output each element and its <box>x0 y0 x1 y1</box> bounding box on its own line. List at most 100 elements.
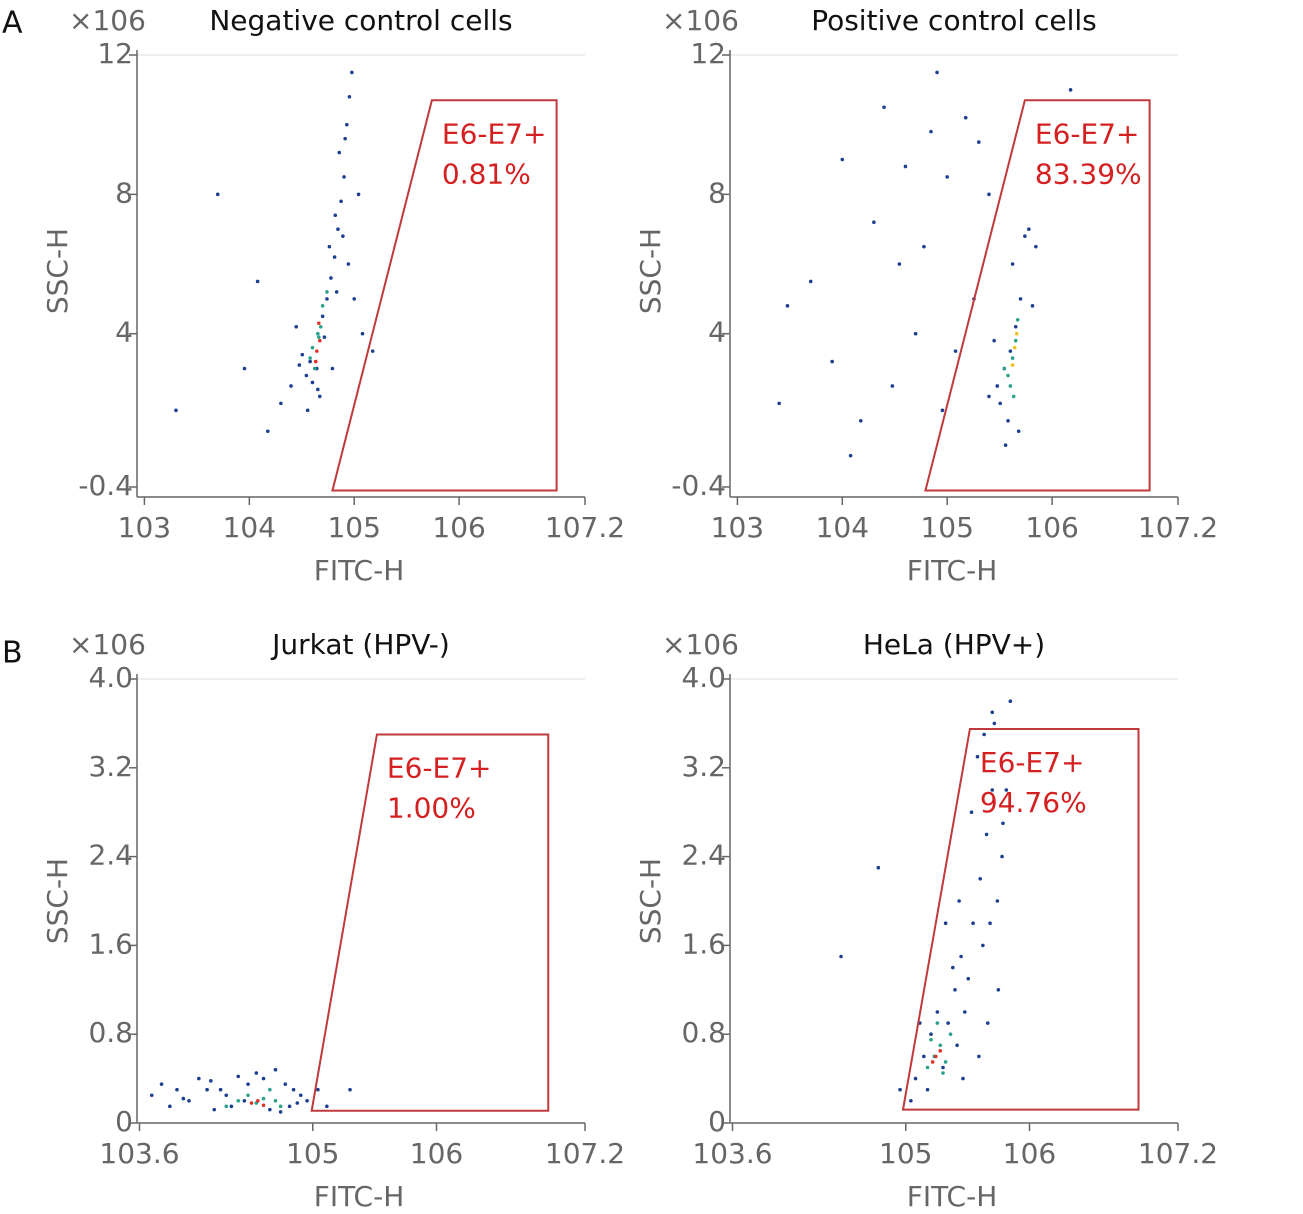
cell-dot <box>249 1101 254 1105</box>
cell-dot <box>316 387 320 392</box>
x-axis-label: FITC-H <box>314 554 405 587</box>
cell-dot <box>995 384 1000 388</box>
cell-dot <box>246 1082 250 1086</box>
cell-dot <box>922 1054 926 1059</box>
cell-dot <box>1027 227 1031 231</box>
cell-dot <box>1008 349 1013 353</box>
x-tick-label: 103 <box>711 511 764 544</box>
x-tick-label: 105 <box>879 1137 932 1170</box>
cell-dot <box>984 832 989 837</box>
y-tick-label: 1.6 <box>681 927 726 960</box>
cell-dot <box>343 136 347 141</box>
cell-dot <box>903 164 908 169</box>
cell-dot <box>934 1054 938 1059</box>
cell-dot <box>325 297 329 301</box>
cell-dot <box>345 122 349 127</box>
cell-dot <box>969 810 974 814</box>
cell-dot <box>1016 429 1021 434</box>
cell-dot <box>181 1096 186 1101</box>
panel-label: A <box>2 6 23 41</box>
x-tick-label: 106 <box>1003 1137 1056 1170</box>
cell-dot <box>268 1107 272 1112</box>
x-tick-label: 107.2 <box>1138 1137 1218 1170</box>
cell-dot <box>236 1099 241 1103</box>
cell-dot <box>935 1010 940 1014</box>
chart-title: Jurkat (HPV-) <box>270 628 450 661</box>
cell-dot <box>977 1054 981 1059</box>
cell-dot <box>953 349 958 353</box>
cell-dot <box>246 1093 250 1098</box>
gate-annotation: E6-E7+ <box>442 117 547 150</box>
cell-dot <box>320 304 325 308</box>
cell-dot <box>310 380 315 385</box>
cell-dot <box>254 1071 259 1075</box>
cell-dot <box>1013 338 1018 343</box>
cell-dot <box>197 1076 201 1081</box>
y-tick-label: 0 <box>708 1105 726 1138</box>
cell-dot <box>953 988 957 992</box>
x-tick-label: 105 <box>920 511 973 544</box>
cell-dot <box>317 335 321 339</box>
cell-dot <box>1034 244 1038 249</box>
cell-dot <box>990 710 995 715</box>
y-tick-label: 4 <box>708 316 726 349</box>
cell-dot <box>990 788 995 792</box>
cell-dot <box>212 1107 217 1112</box>
cell-dot <box>304 373 309 378</box>
cell-dot <box>839 954 843 959</box>
cell-dot <box>922 244 926 249</box>
cell-dot <box>840 157 845 162</box>
cell-dot <box>310 345 315 350</box>
gate-annotation: E6-E7+ <box>387 752 492 785</box>
cell-dot <box>951 965 955 970</box>
cell-dot <box>256 1099 260 1103</box>
cell-dot <box>308 356 312 360</box>
cell-dot <box>318 338 322 343</box>
cell-dot <box>941 1071 945 1075</box>
cell-dot <box>341 234 345 238</box>
cell-dot <box>1010 262 1015 266</box>
x-tick-label: 106 <box>410 1137 463 1170</box>
chart-title: Negative control cells <box>209 4 512 37</box>
cell-dot <box>1001 821 1005 826</box>
y-tick-label: 4 <box>115 316 133 349</box>
cell-dot <box>283 1082 288 1086</box>
cell-dot <box>215 192 220 197</box>
cell-dot <box>943 921 948 925</box>
cell-dot <box>308 359 312 364</box>
cell-dot <box>996 988 1001 992</box>
cell-dot <box>208 1079 213 1083</box>
cell-dot <box>982 732 986 737</box>
cell-dot <box>858 419 863 423</box>
cell-dot <box>890 384 895 388</box>
cell-dot <box>785 304 790 308</box>
cell-dot <box>318 394 322 399</box>
cell-dot <box>985 1021 990 1025</box>
y-tick-label: -0.4 <box>78 469 133 502</box>
cell-dot <box>218 1087 223 1092</box>
y-tick-label: 4.0 <box>88 661 133 694</box>
cell-dot <box>317 321 321 326</box>
cell-dot <box>897 262 902 266</box>
y-tick-label: 1.6 <box>88 927 133 960</box>
gate <box>924 99 1151 492</box>
cell-dot <box>987 394 991 399</box>
cell-dot <box>339 199 343 204</box>
cell-dot <box>1003 443 1008 447</box>
gate-annotation: 0.81% <box>442 157 531 190</box>
cell-dot <box>992 338 996 343</box>
cell-dot <box>291 1087 296 1092</box>
cell-dot <box>777 401 781 406</box>
cell-dot <box>978 877 983 881</box>
x-axis-label: FITC-H <box>314 1180 405 1213</box>
cell-dot <box>318 324 323 329</box>
cell-dot <box>1011 394 1016 399</box>
cell-dot <box>876 865 881 870</box>
cell-dot <box>1030 304 1035 308</box>
cell-dot <box>882 105 886 110</box>
y-tick-label: 8 <box>115 176 133 209</box>
y-unit: ×106 <box>662 4 739 37</box>
cell-dot <box>962 1010 967 1014</box>
cell-dot <box>940 408 945 413</box>
